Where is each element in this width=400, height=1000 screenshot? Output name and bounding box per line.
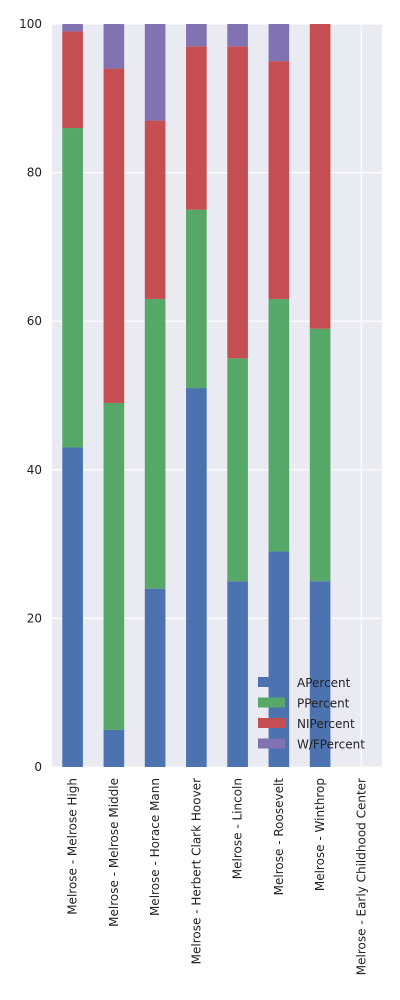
bar-segment: [62, 24, 83, 32]
legend-label: W/FPercent: [297, 738, 365, 752]
bar-segment: [103, 729, 125, 767]
bar-segment: [268, 298, 290, 552]
x-tick-label: Melrose - Horace Mann: [148, 778, 162, 916]
bar-segment: [62, 31, 83, 129]
bar-segment: [186, 24, 207, 47]
x-tick-label: Melrose - Herbert Clark Hoover: [189, 778, 203, 964]
bar-segment: [268, 551, 290, 767]
x-tick-label: Melrose - Early Childhood Center: [354, 778, 368, 975]
bar-segment: [227, 358, 248, 582]
bar-segment: [186, 388, 207, 767]
legend-swatch: [258, 677, 285, 687]
legend-label: PPercent: [297, 697, 350, 711]
x-tick-label: Melrose - Lincoln: [231, 778, 245, 879]
bar-segment: [227, 24, 248, 47]
y-tick-label: 40: [27, 463, 42, 477]
y-tick-label: 100: [19, 17, 42, 31]
legend-label: NIPercent: [297, 717, 355, 731]
bar-segment: [309, 328, 331, 582]
bar-segment: [227, 581, 248, 767]
legend: APercent PPercent NIPercent W/FPercent: [258, 676, 365, 752]
bar-segment: [186, 209, 207, 389]
bar-stacks: [62, 24, 331, 767]
legend-swatch: [258, 738, 285, 749]
legend-swatch: [258, 718, 285, 728]
bar-segment: [186, 46, 207, 210]
bar-segment: [144, 120, 166, 299]
x-tick-label: Melrose - Winthrop: [313, 778, 327, 891]
bar-segment: [103, 402, 125, 730]
bar-segment: [144, 24, 166, 121]
legend-label: APercent: [297, 676, 351, 690]
bar-segment: [268, 24, 290, 62]
legend-swatch: [258, 697, 285, 708]
bar-segment: [62, 447, 83, 767]
x-tick-label: Melrose - Melrose Middle: [107, 778, 121, 927]
y-tick-label: 80: [27, 166, 42, 180]
bar-segment: [309, 581, 331, 767]
bar-segment: [144, 298, 166, 589]
bar-segment: [309, 24, 331, 329]
y-tick-label: 0: [34, 760, 42, 774]
bar-segment: [268, 61, 290, 299]
x-tick-label: Melrose - Melrose High: [66, 778, 80, 915]
bar-segment: [227, 46, 248, 359]
bar-segment: [144, 588, 166, 767]
bar-segment: [103, 24, 125, 69]
x-axis-ticks: Melrose - Melrose High Melrose - Melrose …: [66, 778, 369, 975]
bar-segment: [62, 128, 83, 448]
plot-background: [52, 24, 382, 767]
y-tick-label: 60: [27, 314, 42, 328]
x-tick-label: Melrose - Roosevelt: [272, 778, 286, 896]
y-axis-ticks: 0 20 40 60 80 100: [19, 17, 42, 774]
bar-segment: [103, 68, 125, 403]
y-tick-label: 20: [27, 611, 42, 625]
